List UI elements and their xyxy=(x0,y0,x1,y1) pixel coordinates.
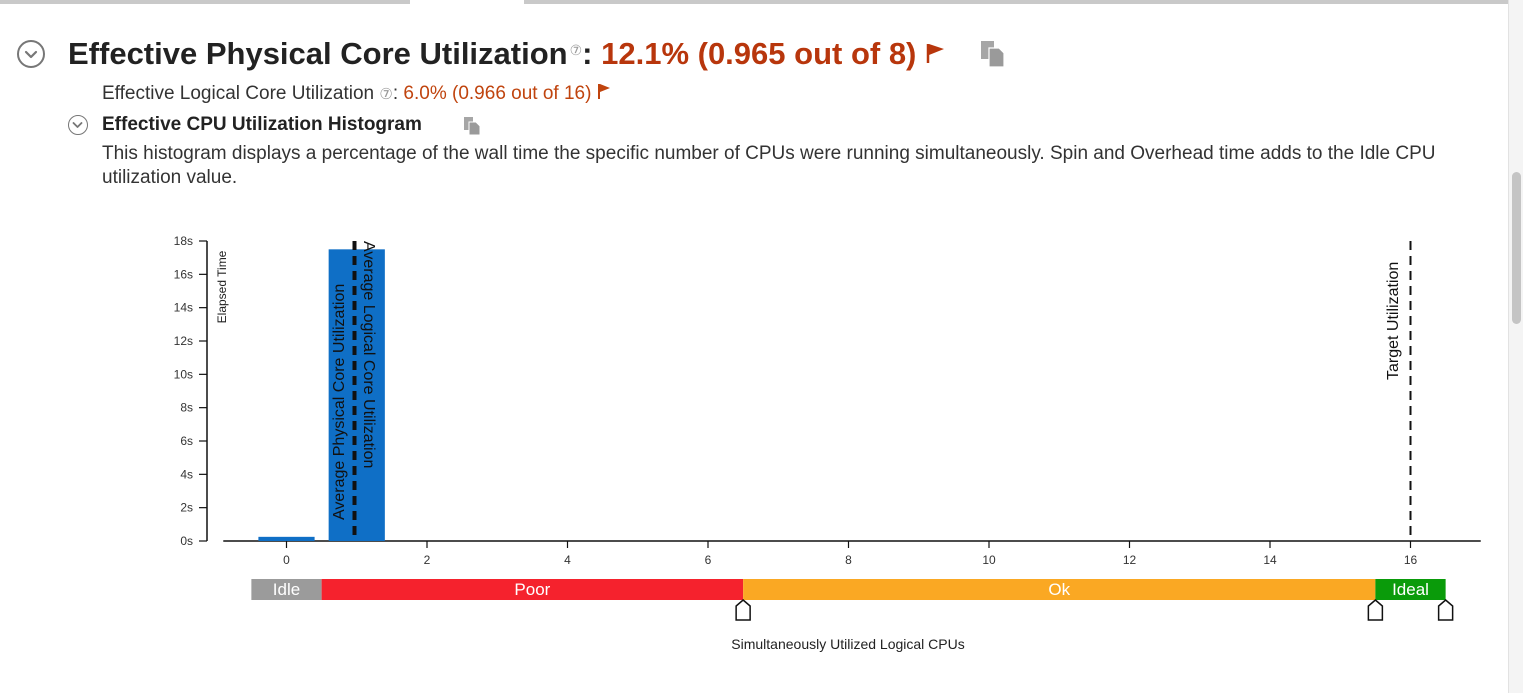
severity-band-label: Ok xyxy=(1048,580,1070,599)
severity-band xyxy=(743,579,1376,600)
y-tick-label: 8s xyxy=(180,401,193,415)
x-tick-label: 10 xyxy=(982,553,996,567)
x-tick-label: 4 xyxy=(564,553,571,567)
y-tick-label: 10s xyxy=(174,367,193,381)
y-axis-title: Elapsed Time xyxy=(215,250,229,323)
y-tick-label: 6s xyxy=(180,434,193,448)
collapse-histogram-button[interactable] xyxy=(68,115,88,135)
y-tick-label: 14s xyxy=(174,301,193,315)
title-colon: : xyxy=(582,36,593,71)
flag-icon xyxy=(926,43,945,63)
x-tick-label: 6 xyxy=(705,553,712,567)
copy-icon[interactable] xyxy=(980,40,1006,68)
marker-label: Average Logical Core Utilization xyxy=(360,241,377,468)
y-axis: 0s 2s 4s 6s 8s 10s 12s 14s 16s 18s xyxy=(174,234,208,548)
metric-title: Effective Physical Core Utilization xyxy=(68,36,568,71)
x-tick-label: 0 xyxy=(283,553,290,567)
severity-scale: Idle Poor Ok Ideal xyxy=(251,579,1446,600)
scrollbar-thumb[interactable] xyxy=(1512,172,1521,324)
y-tick-label: 18s xyxy=(174,234,193,248)
metric-value: 12.1% (0.965 out of 8) xyxy=(601,36,917,71)
chevron-down-icon xyxy=(72,122,83,128)
marker-label: Target Utilization xyxy=(1385,262,1402,380)
y-tick-label: 12s xyxy=(174,334,193,348)
threshold-handle[interactable] xyxy=(735,599,751,621)
x-tick-label: 8 xyxy=(845,553,852,567)
y-tick-label: 0s xyxy=(180,534,193,548)
severity-band xyxy=(1375,579,1446,600)
page-title: Effective Physical Core Utilization ⑦: 12… xyxy=(68,34,945,74)
sub-metric-colon: : xyxy=(392,83,399,104)
x-tick-label: 16 xyxy=(1404,553,1418,567)
flag-icon xyxy=(597,84,610,100)
vertical-scrollbar[interactable] xyxy=(1508,0,1523,693)
threshold-handles xyxy=(735,599,1454,621)
logical-core-utilization: Effective Logical Core Utilization ⑦: 6.… xyxy=(102,82,611,107)
y-tick-label: 2s xyxy=(180,501,193,515)
help-icon[interactable]: ⑦ xyxy=(379,86,393,103)
histogram-title: Effective CPU Utilization Histogram xyxy=(102,114,422,135)
severity-band xyxy=(321,579,744,600)
sub-metric-value: 6.0% (0.966 out of 16) xyxy=(403,83,592,104)
x-tick-label: 12 xyxy=(1123,553,1137,567)
severity-band-label: Idle xyxy=(273,580,300,599)
copy-icon[interactable] xyxy=(463,116,481,136)
marker-label: Average Physical Core Utilization xyxy=(331,284,348,520)
threshold-handle[interactable] xyxy=(1367,599,1384,621)
y-tick-label: 16s xyxy=(174,267,193,281)
chevron-down-icon xyxy=(24,50,38,59)
histogram-bar xyxy=(258,536,315,541)
x-axis: 0 2 4 6 8 10 12 14 16 xyxy=(223,540,1481,567)
severity-band-label: Ideal xyxy=(1392,580,1429,599)
histogram-bar xyxy=(328,249,385,542)
y-tick-label: 4s xyxy=(180,467,193,481)
top-tab-strip xyxy=(0,0,1523,4)
threshold-handle[interactable] xyxy=(1437,599,1454,621)
histogram-description: This histogram displays a percentage of … xyxy=(102,143,1436,188)
severity-band xyxy=(251,579,322,600)
x-tick-label: 14 xyxy=(1263,553,1277,567)
x-axis-title: Simultaneously Utilized Logical CPUs xyxy=(731,636,964,652)
tab-strip-segment xyxy=(524,0,1523,4)
histogram-bars xyxy=(258,249,385,542)
x-tick-label: 2 xyxy=(424,553,431,567)
severity-band-label: Poor xyxy=(514,580,550,599)
tab-strip-segment xyxy=(0,0,410,4)
collapse-section-button[interactable] xyxy=(17,40,45,68)
help-icon[interactable]: ⑦ xyxy=(569,42,583,58)
sub-metric-label: Effective Logical Core Utilization xyxy=(102,83,375,104)
utilization-markers: Average Physical Core Utilization Average… xyxy=(331,241,1412,541)
